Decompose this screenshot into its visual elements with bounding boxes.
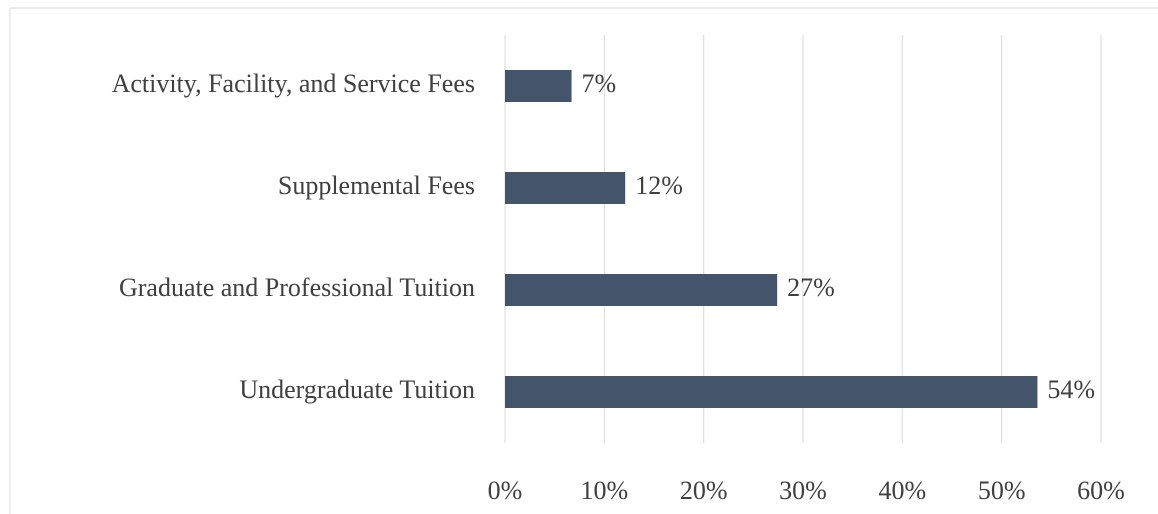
bar bbox=[505, 172, 626, 204]
data-label: 27% bbox=[787, 273, 835, 302]
x-tick-label: 60% bbox=[1077, 476, 1125, 505]
x-tick-label: 0% bbox=[488, 476, 523, 505]
x-tick-label: 50% bbox=[978, 476, 1026, 505]
data-label: 12% bbox=[635, 171, 683, 200]
x-tick-label: 40% bbox=[878, 476, 926, 505]
bar bbox=[505, 70, 572, 102]
y-tick-label: Supplemental Fees bbox=[278, 171, 475, 200]
bar bbox=[505, 376, 1038, 408]
bar bbox=[505, 274, 778, 306]
y-tick-label: Activity, Facility, and Service Fees bbox=[112, 69, 475, 98]
x-tick-label: 20% bbox=[680, 476, 728, 505]
x-tick-label: 30% bbox=[779, 476, 827, 505]
y-tick-label: Undergraduate Tuition bbox=[239, 375, 475, 404]
x-tick-label: 10% bbox=[580, 476, 628, 505]
data-label: 7% bbox=[582, 69, 617, 98]
data-label: 54% bbox=[1047, 375, 1095, 404]
y-tick-label: Graduate and Professional Tuition bbox=[119, 273, 475, 302]
chart-frame bbox=[9, 7, 1158, 514]
